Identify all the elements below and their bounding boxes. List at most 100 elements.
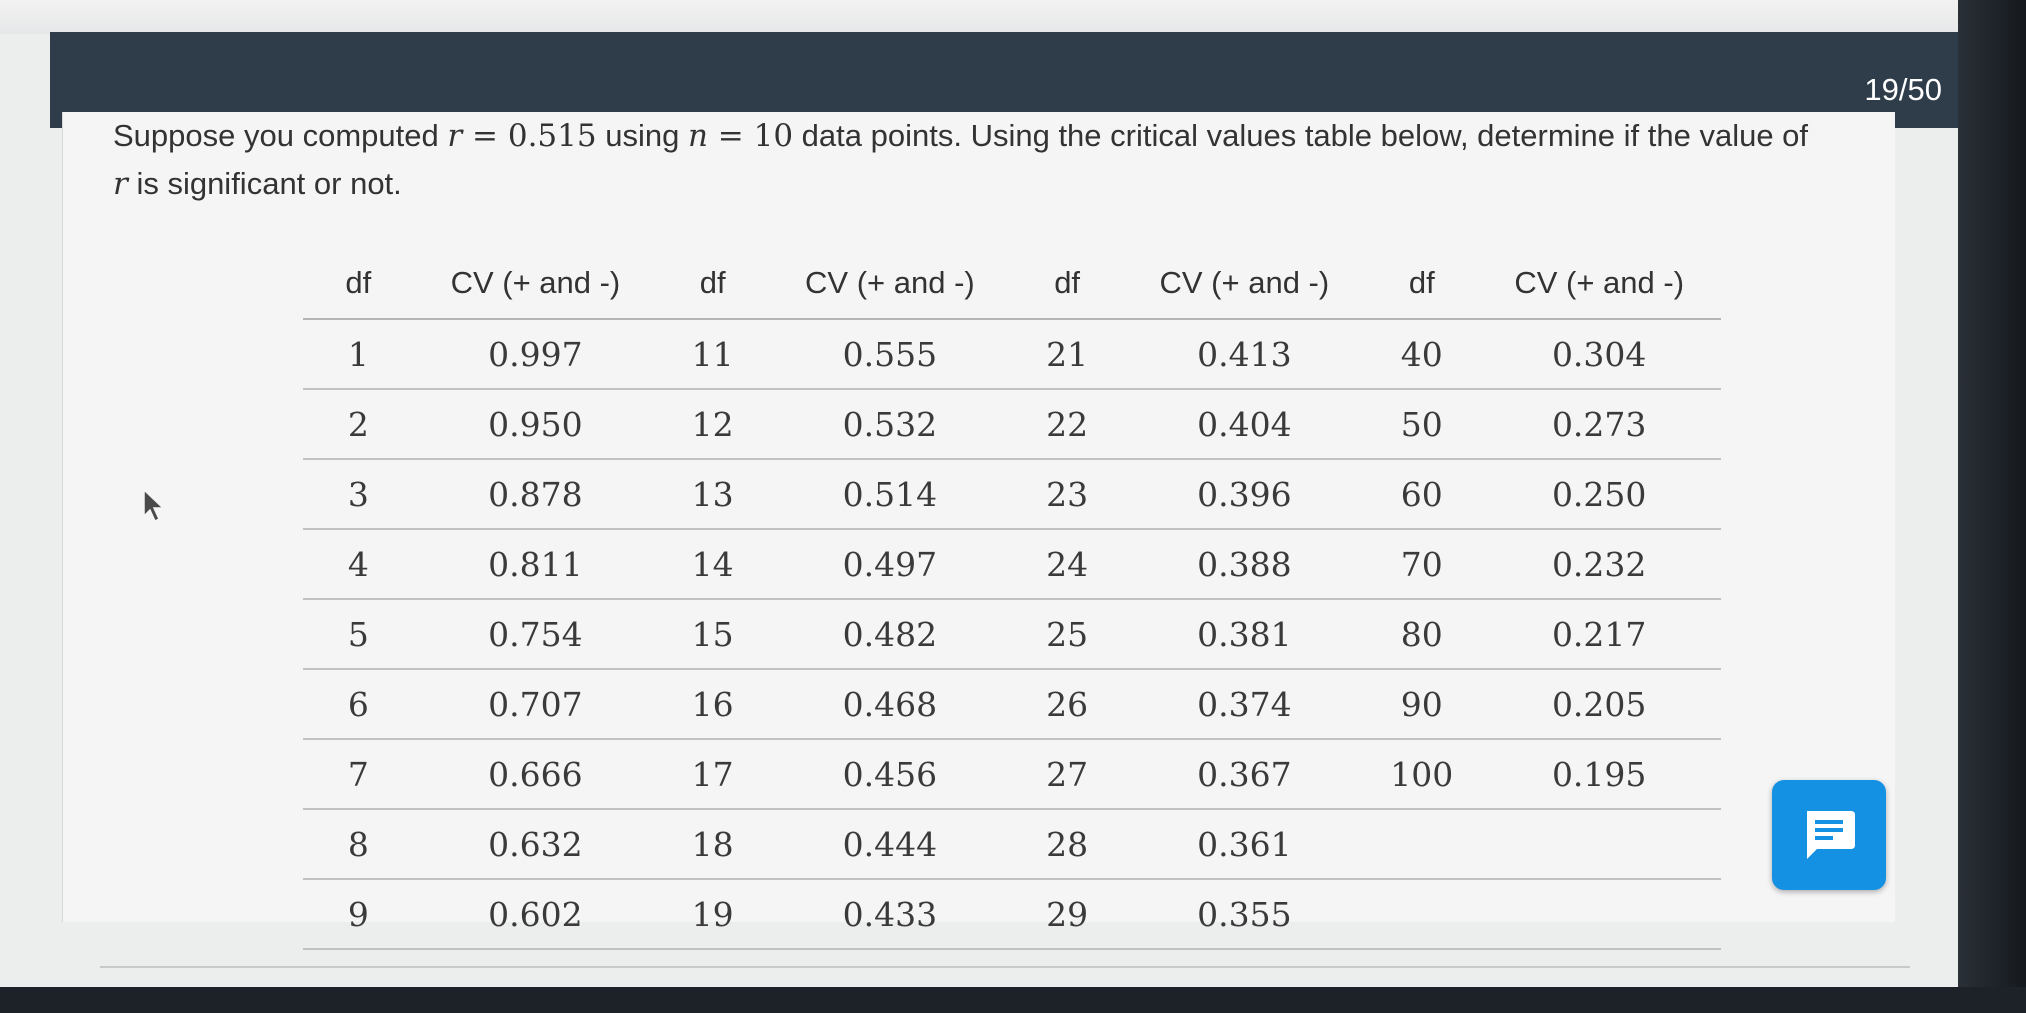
cv-cell: 0.205 xyxy=(1477,669,1721,740)
n-symbol: n xyxy=(687,118,708,154)
cv-cell: 0.404 xyxy=(1122,389,1367,460)
df-cell: 22 xyxy=(1011,389,1123,460)
cv-cell: 0.361 xyxy=(1122,809,1367,880)
cv-cell xyxy=(1477,809,1721,880)
cv-cell: 0.632 xyxy=(413,809,658,880)
cv-cell: 0.250 xyxy=(1477,459,1721,530)
r-value: 0.515 xyxy=(507,118,597,154)
cv-cell: 0.374 xyxy=(1122,669,1367,740)
screen-bezel-right xyxy=(1958,0,2026,1013)
df-cell: 26 xyxy=(1011,669,1123,740)
table-row: 5 0.754 15 0.482 25 0.381 80 0.217 xyxy=(303,599,1721,670)
cv-cell xyxy=(1477,879,1721,950)
cv-cell: 0.997 xyxy=(413,319,658,390)
df-cell: 4 xyxy=(303,529,414,600)
mouse-cursor-icon xyxy=(142,488,168,528)
cv-cell: 0.381 xyxy=(1122,599,1367,670)
math-n: n = 10 xyxy=(688,118,793,154)
r-symbol: r xyxy=(113,166,128,202)
cv-cell: 0.555 xyxy=(768,319,1012,390)
cv-cell: 0.273 xyxy=(1477,389,1721,460)
cv-cell: 0.811 xyxy=(413,529,658,600)
math-r: r = 0.515 xyxy=(447,118,596,154)
table-row: 4 0.811 14 0.497 24 0.388 70 0.232 xyxy=(303,529,1721,600)
cv-cell: 0.666 xyxy=(413,739,658,810)
df-cell: 3 xyxy=(303,459,414,530)
df-cell: 40 xyxy=(1366,319,1478,390)
question-panel: Suppose you computed r = 0.515 using n =… xyxy=(62,112,1895,950)
df-cell: 1 xyxy=(303,319,414,390)
r-equals: = xyxy=(462,118,508,154)
question-text-part: using xyxy=(596,118,688,153)
cv-cell: 0.355 xyxy=(1122,879,1367,950)
df-cell: 9 xyxy=(303,879,414,950)
df-cell: 28 xyxy=(1011,809,1123,880)
df-cell: 23 xyxy=(1011,459,1123,530)
column-header-cv: CV (+ and -) xyxy=(413,248,658,320)
question-text-part: data points. Using the critical values t… xyxy=(793,118,1809,153)
table-row: 9 0.602 19 0.433 29 0.355 xyxy=(303,879,1721,950)
question-text-part: Suppose you computed xyxy=(113,118,448,153)
df-cell: 70 xyxy=(1366,529,1478,600)
df-cell: 18 xyxy=(657,809,769,880)
df-cell: 14 xyxy=(657,529,769,600)
n-equals: = xyxy=(707,118,754,154)
cv-cell: 0.468 xyxy=(768,669,1012,740)
divider xyxy=(100,966,1910,968)
cv-cell: 0.514 xyxy=(768,459,1012,530)
cv-cell: 0.413 xyxy=(1122,319,1367,390)
table-row: 3 0.878 13 0.514 23 0.396 60 0.250 xyxy=(303,459,1721,530)
column-header-df: df xyxy=(1366,248,1478,320)
cv-cell: 0.754 xyxy=(413,599,658,670)
df-cell: 29 xyxy=(1011,879,1123,950)
table-header-row: df CV (+ and -) df CV (+ and -) df CV (+… xyxy=(303,248,1721,320)
column-header-cv: CV (+ and -) xyxy=(1477,248,1721,320)
table-row: 1 0.997 11 0.555 21 0.413 40 0.304 xyxy=(303,319,1721,390)
cv-cell: 0.232 xyxy=(1477,529,1721,600)
critical-values-table: df CV (+ and -) df CV (+ and -) df CV (+… xyxy=(303,248,1721,950)
question-text: Suppose you computed r = 0.515 using n =… xyxy=(113,112,1963,208)
df-cell: 80 xyxy=(1366,599,1478,670)
cv-cell: 0.195 xyxy=(1477,739,1721,810)
df-cell: 19 xyxy=(657,879,769,950)
question-text-part: is significant or not. xyxy=(127,166,402,201)
df-cell: 6 xyxy=(303,669,414,740)
table-row: 8 0.632 18 0.444 28 0.361 xyxy=(303,809,1721,880)
df-cell: 2 xyxy=(303,389,414,460)
df-cell: 8 xyxy=(303,809,414,880)
n-value: 10 xyxy=(753,118,794,154)
df-cell: 100 xyxy=(1366,739,1478,810)
cv-cell: 0.304 xyxy=(1477,319,1721,390)
column-header-df: df xyxy=(1011,248,1123,320)
df-cell: 60 xyxy=(1366,459,1478,530)
df-cell: 13 xyxy=(657,459,769,530)
df-cell: 11 xyxy=(657,319,769,390)
cv-cell: 0.367 xyxy=(1122,739,1367,810)
df-cell: 17 xyxy=(657,739,769,810)
df-cell: 24 xyxy=(1011,529,1123,600)
screen-bezel-bottom xyxy=(0,987,2026,1013)
table-body: 1 0.997 11 0.555 21 0.413 40 0.304 2 0.950 12 0.532… xyxy=(303,319,1721,950)
cv-cell: 0.707 xyxy=(413,669,658,740)
cv-cell: 0.482 xyxy=(768,599,1012,670)
chat-icon xyxy=(1799,803,1859,867)
table-row: 7 0.666 17 0.456 27 0.367 100 0.195 xyxy=(303,739,1721,810)
df-cell: 16 xyxy=(657,669,769,740)
df-cell: 90 xyxy=(1366,669,1478,740)
cv-cell: 0.456 xyxy=(768,739,1012,810)
column-header-df: df xyxy=(303,248,414,320)
table-row: 6 0.707 16 0.468 26 0.374 90 0.205 xyxy=(303,669,1721,740)
column-header-cv: CV (+ and -) xyxy=(768,248,1012,320)
cv-cell: 0.217 xyxy=(1477,599,1721,670)
df-cell: 27 xyxy=(1011,739,1123,810)
chat-button[interactable] xyxy=(1772,780,1886,890)
cv-cell: 0.602 xyxy=(413,879,658,950)
cv-cell: 0.433 xyxy=(768,879,1012,950)
cv-cell: 0.396 xyxy=(1122,459,1367,530)
column-header-cv: CV (+ and -) xyxy=(1122,248,1367,320)
cv-cell: 0.532 xyxy=(768,389,1012,460)
df-cell: 7 xyxy=(303,739,414,810)
df-cell: 12 xyxy=(657,389,769,460)
df-cell xyxy=(1366,879,1478,950)
cv-cell: 0.878 xyxy=(413,459,658,530)
